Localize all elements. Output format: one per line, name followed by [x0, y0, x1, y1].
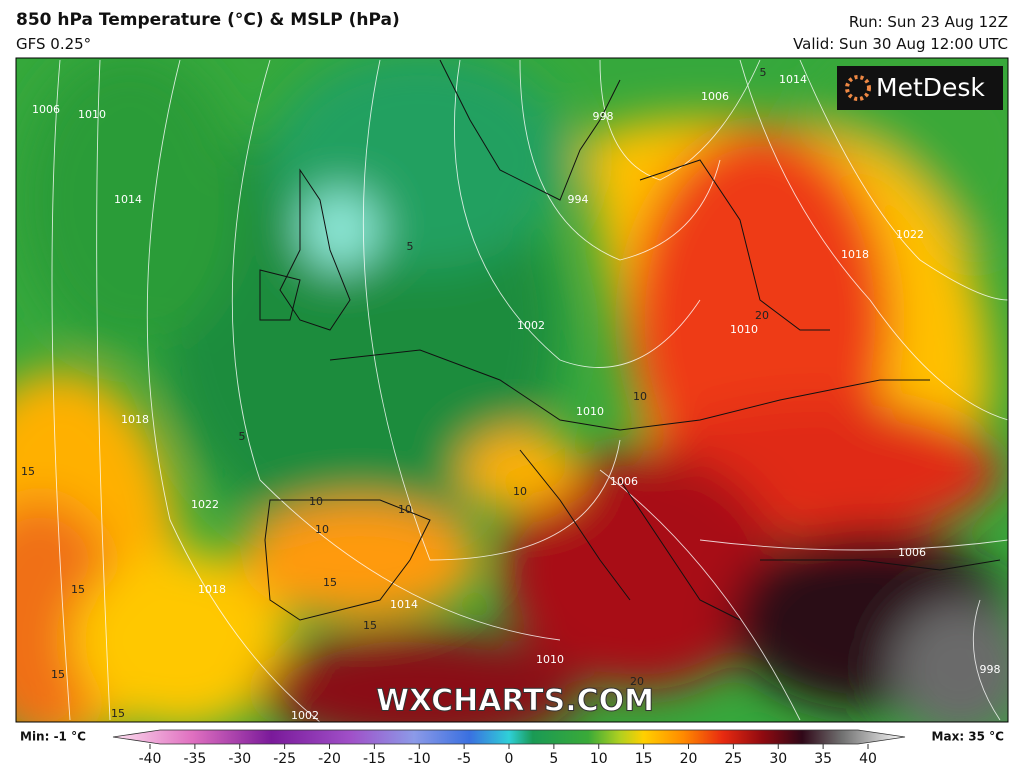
colorbar-tick-label: -40 — [139, 751, 162, 767]
colorbar-tick-label: 10 — [590, 751, 608, 767]
isobar-label: 1018 — [841, 248, 869, 261]
temperature-label: 10 — [309, 495, 323, 508]
isobar-label: 1014 — [779, 73, 807, 86]
run-time: Run: Sun 23 Aug 12Z — [848, 13, 1008, 31]
colorbar-tick-label: -5 — [457, 751, 471, 767]
logo-box: MetDesk — [837, 66, 1003, 110]
temperature-label: 20 — [755, 309, 769, 322]
colorbar — [112, 729, 906, 745]
isobar-label: 1010 — [730, 323, 758, 336]
isobar-label: 1006 — [898, 546, 926, 559]
colorbar-tick-label: 20 — [680, 751, 698, 767]
colorbar-tick-label: 25 — [724, 751, 742, 767]
colorbar-tick-label: 15 — [635, 751, 653, 767]
isobar-label: 1014 — [114, 193, 142, 206]
isobar-label: 1006 — [701, 90, 729, 103]
temperature-label: 5 — [239, 430, 246, 443]
temperature-label: 15 — [51, 668, 65, 681]
model-name: GFS 0.25° — [16, 35, 92, 53]
isobar-label: 998 — [980, 663, 1001, 676]
logo-text: MetDesk — [876, 73, 985, 102]
isobar-label: 1002 — [291, 709, 319, 722]
isobar-label: 1010 — [536, 653, 564, 666]
temperature-label: 10 — [398, 503, 412, 516]
isobar-label: 1002 — [517, 319, 545, 332]
isobar-label: 1018 — [121, 413, 149, 426]
isobar-label: 1010 — [576, 405, 604, 418]
isobar-label: 1014 — [390, 598, 418, 611]
isobar-label: 1006 — [32, 103, 60, 116]
temperature-label: 5 — [407, 240, 414, 253]
colorbar-tick-label: -15 — [363, 751, 386, 767]
isobar-label: 1022 — [191, 498, 219, 511]
isobar-label: 1018 — [198, 583, 226, 596]
map-frame — [15, 57, 1009, 723]
temperature-label: 15 — [323, 576, 337, 589]
max-label: Max: 35 °C — [932, 730, 1005, 744]
valid-time: Valid: Sun 30 Aug 12:00 UTC — [793, 35, 1008, 53]
temperature-label: 20 — [630, 675, 644, 688]
temperature-label: 5 — [760, 66, 767, 79]
colorbar-tick-label: 40 — [859, 751, 877, 767]
colorbar-tick-label: -30 — [228, 751, 251, 767]
colorbar-tick-label: -20 — [318, 751, 341, 767]
temperature-label: 15 — [363, 619, 377, 632]
isobar-label: 1010 — [78, 108, 106, 121]
colorbar-tick-label: -35 — [183, 751, 206, 767]
temperature-label: 15 — [111, 707, 125, 720]
isobar-label: 994 — [568, 193, 589, 206]
temperature-label: 10 — [513, 485, 527, 498]
colorbar-tick-label: -10 — [408, 751, 431, 767]
watermark: WXCHARTS.COM — [376, 684, 654, 719]
temperature-label: 15 — [71, 583, 85, 596]
colorbar-tick-label: 5 — [549, 751, 558, 767]
colorbar-tick-label: 30 — [769, 751, 787, 767]
colorbar-tick-label: 0 — [505, 751, 514, 767]
temperature-label: 15 — [21, 465, 35, 478]
colorbar-tick-label: 35 — [814, 751, 832, 767]
isobar-label: 1006 — [610, 475, 638, 488]
isobar-label: 998 — [593, 110, 614, 123]
temperature-label: 10 — [315, 523, 329, 536]
isobar-label: 1022 — [896, 228, 924, 241]
temperature-field — [16, 58, 1008, 722]
min-label: Min: -1 °C — [20, 730, 86, 744]
colorbar-tick-label: -25 — [273, 751, 296, 767]
chart-title: 850 hPa Temperature (°C) & MSLP (hPa) — [16, 10, 400, 30]
temperature-label: 10 — [633, 390, 647, 403]
